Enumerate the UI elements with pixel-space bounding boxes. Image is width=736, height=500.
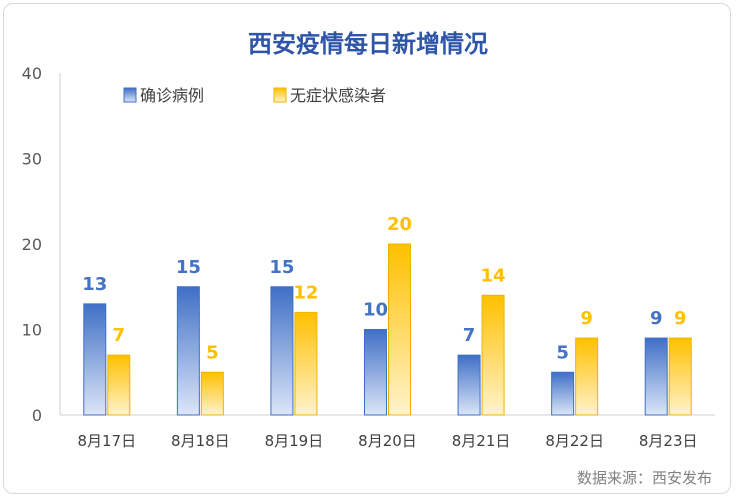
bar-confirmed <box>551 371 575 416</box>
data-label: 13 <box>82 274 107 295</box>
bars <box>83 243 692 416</box>
data-label: 9 <box>674 308 687 329</box>
bar-asymptomatic <box>668 337 692 416</box>
x-tick-label: 8月19日 <box>265 432 324 450</box>
bar-confirmed <box>176 286 200 416</box>
data-label: 7 <box>463 325 476 346</box>
x-tick-labels: 8月17日 8月18日 8月19日 8月20日 8月21日 8月22日 8月23日 <box>77 432 697 450</box>
y-tick-label: 40 <box>22 64 42 83</box>
legend-label: 无症状感染者 <box>290 86 386 105</box>
y-tick-label: 30 <box>22 150 42 169</box>
y-tick-labels: 0 10 20 30 40 <box>22 64 42 425</box>
bar-confirmed <box>83 303 107 416</box>
source-note: 数据来源：西安发布 <box>577 469 712 487</box>
bar-asymptomatic <box>388 243 411 416</box>
bar-asymptomatic <box>481 294 505 416</box>
data-label: 20 <box>387 214 412 235</box>
x-tick-label: 8月22日 <box>545 432 604 450</box>
x-tick-label: 8月23日 <box>639 432 698 450</box>
chart-title: 西安疫情每日新增情况 <box>248 30 488 58</box>
data-label: 15 <box>176 257 201 278</box>
bar-asymptomatic <box>200 371 224 416</box>
legend-swatch <box>123 87 137 103</box>
bar-confirmed <box>270 286 294 416</box>
bar-confirmed <box>644 337 668 416</box>
legend-label: 确诊病例 <box>140 86 204 105</box>
bar-asymptomatic <box>575 337 599 416</box>
x-tick-label: 8月20日 <box>358 432 417 450</box>
data-label: 14 <box>481 265 506 286</box>
data-label: 5 <box>206 342 219 363</box>
legend-swatch <box>273 87 287 103</box>
data-label: 12 <box>293 282 318 303</box>
x-tick-label: 8月21日 <box>452 432 511 450</box>
axes <box>59 73 715 416</box>
bar-asymptomatic <box>294 311 318 416</box>
data-label: 10 <box>363 300 388 321</box>
bar-confirmed <box>364 329 387 416</box>
bar-asymptomatic <box>107 354 131 416</box>
y-tick-label: 10 <box>22 321 42 340</box>
bar-confirmed <box>457 354 481 416</box>
data-label: 9 <box>580 308 593 329</box>
chart-frame <box>3 3 731 494</box>
data-label: 7 <box>113 325 126 346</box>
data-label: 5 <box>556 342 569 363</box>
y-tick-label: 20 <box>22 235 42 254</box>
data-label: 15 <box>269 257 294 278</box>
data-label: 9 <box>650 308 663 329</box>
x-tick-label: 8月17日 <box>77 432 136 450</box>
legend: 确诊病例 无症状感染者 <box>123 86 386 105</box>
x-tick-label: 8月18日 <box>171 432 230 450</box>
y-tick-label: 0 <box>32 406 42 425</box>
